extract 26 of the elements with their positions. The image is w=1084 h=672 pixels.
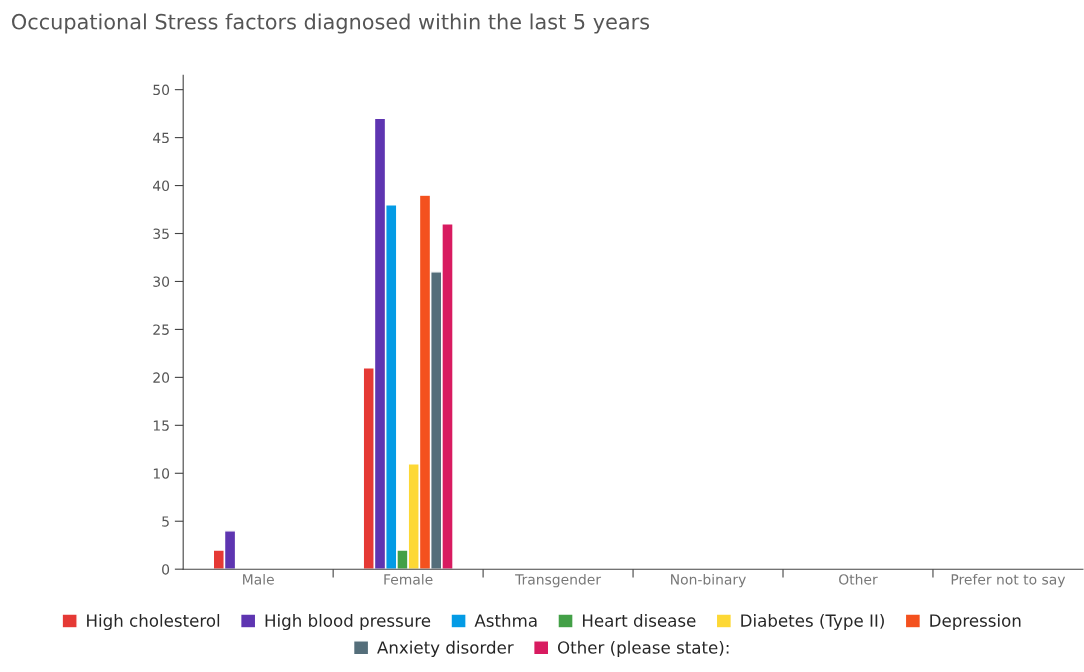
y-tick-label: 30: [153, 276, 170, 287]
y-tick-label: 25: [153, 324, 169, 335]
y-tick-label: 5: [162, 516, 169, 527]
y-tick-label: 40: [153, 180, 170, 192]
legend-label: Anxiety disorder: [377, 640, 514, 657]
legend-label: High cholesterol: [87, 613, 220, 631]
x-tick-label: Other: [839, 573, 878, 585]
y-tick-label: 35: [153, 228, 169, 239]
y-tick-label: 10: [153, 468, 170, 479]
legend-label: Heart disease: [582, 613, 696, 627]
x-tick-label: Transgender: [515, 573, 602, 588]
legend-label: Depression: [930, 613, 1021, 631]
y-tick-label: 50: [153, 84, 170, 96]
legend-label: Other (please state):: [557, 640, 729, 657]
x-tick-label: Male: [243, 573, 274, 585]
y-tick-label: 45: [153, 132, 169, 144]
y-tick-label: 15: [153, 420, 169, 431]
x-tick-label: Non-binary: [671, 573, 746, 588]
chart-title: Occupational Stress factors diagnosed within the last 5 years: [12, 13, 650, 34]
legend-label: Asthma: [474, 613, 537, 627]
y-tick-label: 20: [153, 372, 170, 383]
y-tick-label: 0: [162, 564, 170, 575]
legend-label: Diabetes (Type II): [741, 613, 884, 631]
legend-label: High blood pressure: [265, 613, 431, 631]
x-tick-label: Prefer not to say: [951, 573, 1066, 588]
x-tick-label: Female: [384, 573, 433, 585]
